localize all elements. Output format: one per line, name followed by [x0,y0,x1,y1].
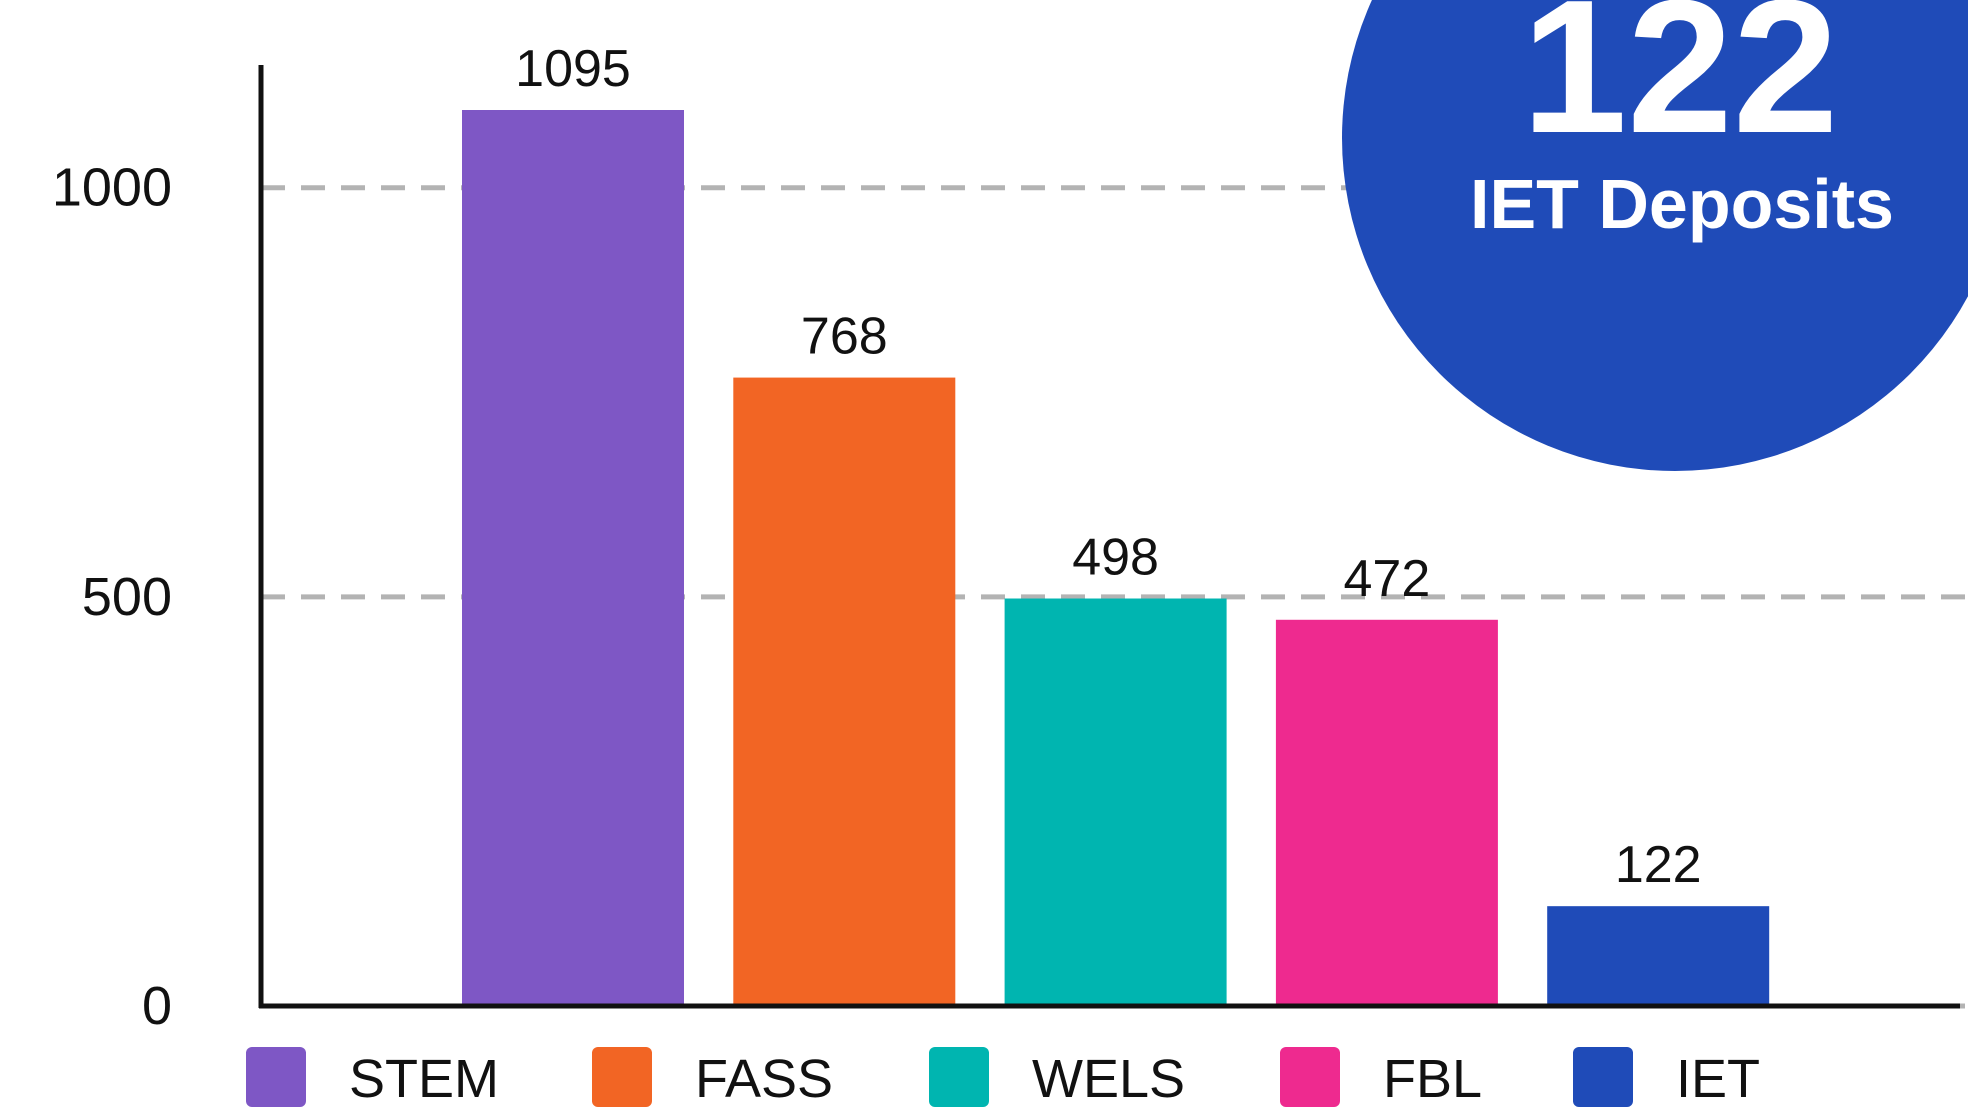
callout-text: IET Deposits [1470,165,1894,243]
y-tick-label: 500 [82,567,172,627]
legend-swatch [1280,1047,1340,1107]
data-label: 122 [1615,836,1702,894]
legend-label: IET [1676,1049,1760,1109]
data-label: 472 [1344,550,1431,608]
bar [1275,619,1498,1006]
y-tick-label: 0 [142,976,172,1036]
callout-circle [1342,0,1968,471]
legend-swatch [1573,1047,1633,1107]
data-label: 498 [1072,529,1159,587]
legend-label: WELS [1032,1049,1185,1109]
labels: 0 500 1000 1095 STEM 768 FASS 498 WELS 472 FBL 122 I… [52,40,1760,1109]
bar [1547,906,1770,1006]
legend-label: FASS [695,1049,833,1109]
data-label: 1095 [515,40,631,98]
y-tick-label: 1000 [52,158,172,218]
legend-label: STEM [349,1049,499,1109]
bar [733,377,956,1006]
legend-swatch [592,1047,652,1107]
legend-swatch [929,1047,989,1107]
bar [462,110,684,1007]
legend-swatch [246,1047,306,1107]
bars [462,110,1770,1007]
data-label: 768 [801,308,888,366]
bar [1004,598,1227,1006]
callout-value: 122 [1521,0,1838,173]
legend-label: FBL [1383,1049,1482,1109]
